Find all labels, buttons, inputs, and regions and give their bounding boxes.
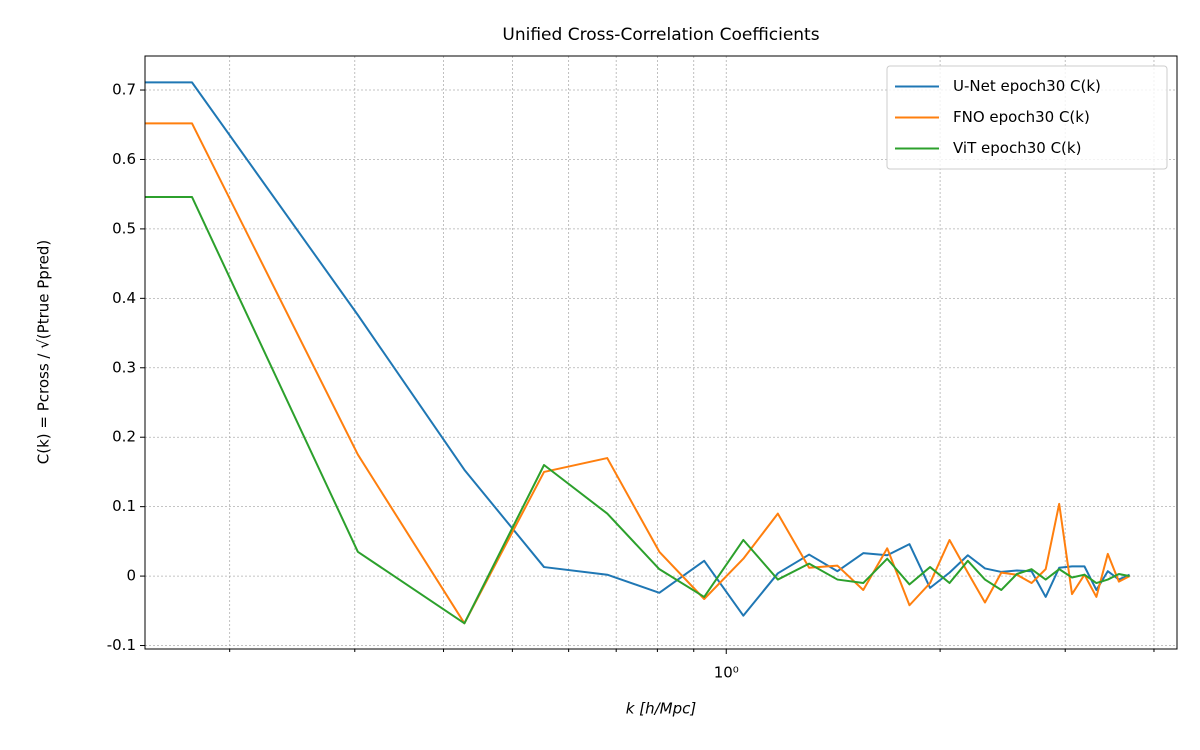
y-tick-label: -0.1	[107, 636, 136, 654]
x-tick-label: 10⁰	[714, 664, 739, 682]
legend: U-Net epoch30 C(k) FNO epoch30 C(k) ViT ep…	[886, 65, 1168, 170]
legend-label: ViT epoch30 C(k)	[953, 139, 1081, 157]
legend-label: U-Net epoch30 C(k)	[953, 77, 1101, 95]
y-tick-label: 0.3	[112, 358, 136, 376]
series-line	[145, 122, 1131, 625]
y-tick-label: 0.5	[112, 219, 136, 237]
y-tick-label: 0.2	[112, 428, 136, 446]
legend-label: FNO epoch30 C(k)	[953, 108, 1090, 126]
series-line	[145, 81, 1130, 617]
plot-frame	[144, 55, 1178, 650]
chart-title: Unified Cross-Correlation Coefficients	[502, 25, 819, 45]
lines	[145, 81, 1131, 625]
y-tick-label: 0.1	[112, 497, 136, 515]
y-tick-label: 0.4	[112, 289, 136, 307]
x-axis-label: k [h/Mpc]	[626, 700, 697, 718]
legend-box	[886, 65, 1168, 170]
y-axis-label: C(k) = Pcross / √(Ptrue Ppred)	[35, 240, 53, 465]
grid	[145, 56, 1177, 649]
y-tick-label: 0	[126, 567, 136, 585]
y-tick-label: 0.7	[112, 81, 136, 99]
series-line	[145, 195, 1130, 625]
y-tick-label: 0.6	[112, 150, 136, 168]
